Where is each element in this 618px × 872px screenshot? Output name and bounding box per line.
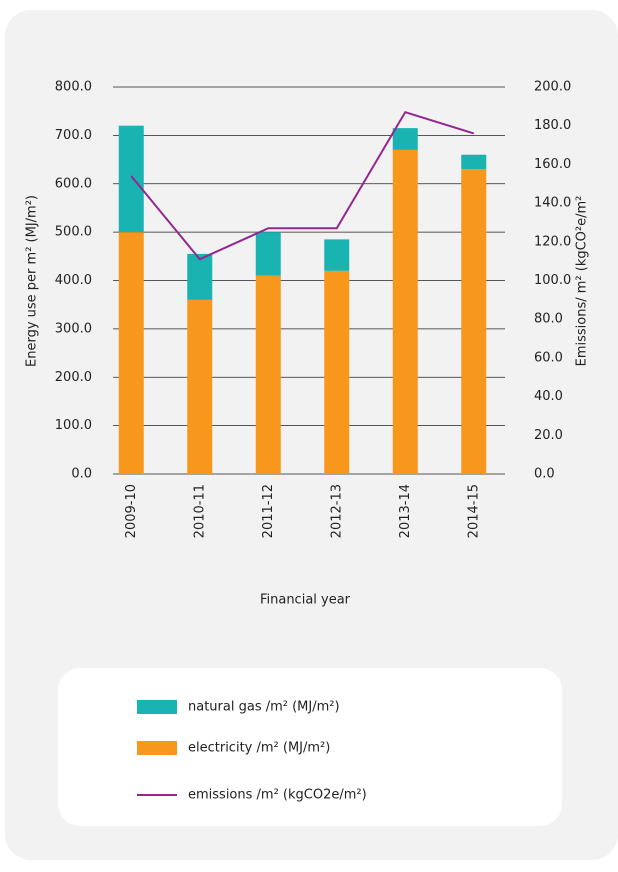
x-tick-label: 2013-14	[398, 484, 413, 538]
y2-tick-label: 80.0	[534, 312, 563, 327]
y2-tick-label: 140.0	[534, 196, 571, 211]
bar	[392, 149, 418, 474]
y2-tick-label: 100.0	[534, 273, 571, 288]
x-tick-label: 2009-10	[124, 484, 139, 538]
y-tick-label: 200.0	[55, 370, 92, 385]
legend-box	[58, 668, 562, 826]
bar	[255, 275, 281, 474]
y-tick-label: 700.0	[55, 128, 92, 143]
bar	[187, 253, 213, 300]
bar	[461, 169, 487, 475]
y-tick-label: 100.0	[55, 418, 92, 433]
bar	[324, 239, 350, 271]
y2-tick-label: 60.0	[534, 350, 563, 365]
legend-label: emissions /m² (kgCO2e/m²)	[188, 788, 367, 803]
x-axis-label: Financial year	[260, 593, 351, 608]
y2-tick-label: 200.0	[534, 80, 571, 95]
y-tick-label: 800.0	[55, 80, 92, 95]
bar	[118, 232, 144, 474]
bar	[392, 128, 418, 150]
y-tick-label: 500.0	[55, 225, 92, 240]
y-tick-label: 0.0	[71, 467, 92, 482]
y2-tick-label: 180.0	[534, 118, 571, 133]
y2-tick-label: 160.0	[534, 157, 571, 172]
bar	[187, 299, 213, 474]
bar	[324, 270, 350, 474]
bar	[118, 125, 144, 233]
x-tick-label: 2014-15	[466, 484, 481, 538]
y-tick-label: 400.0	[55, 273, 92, 288]
y2-tick-label: 0.0	[534, 467, 555, 482]
y-tick-label: 600.0	[55, 176, 92, 191]
x-tick-label: 2012-13	[329, 484, 344, 538]
y-tick-label: 300.0	[55, 321, 92, 336]
y2-axis-label: Emissions/ m² (kgCO²e/m²	[575, 196, 590, 367]
bar	[461, 154, 487, 170]
y2-tick-label: 40.0	[534, 389, 563, 404]
legend-swatch	[137, 741, 177, 755]
legend-swatch	[137, 700, 177, 714]
bar	[255, 232, 281, 276]
y2-tick-label: 120.0	[534, 234, 571, 249]
legend-label: natural gas /m² (MJ/m²)	[188, 700, 340, 715]
x-tick-label: 2011-12	[261, 484, 276, 538]
y-axis-label: Energy use per m² (MJ/m²)	[25, 195, 40, 367]
x-tick-label: 2010-11	[192, 484, 207, 538]
line	[130, 110, 475, 261]
y2-tick-label: 20.0	[534, 428, 563, 443]
legend-label: electricity /m² (MJ/m²)	[188, 741, 330, 756]
